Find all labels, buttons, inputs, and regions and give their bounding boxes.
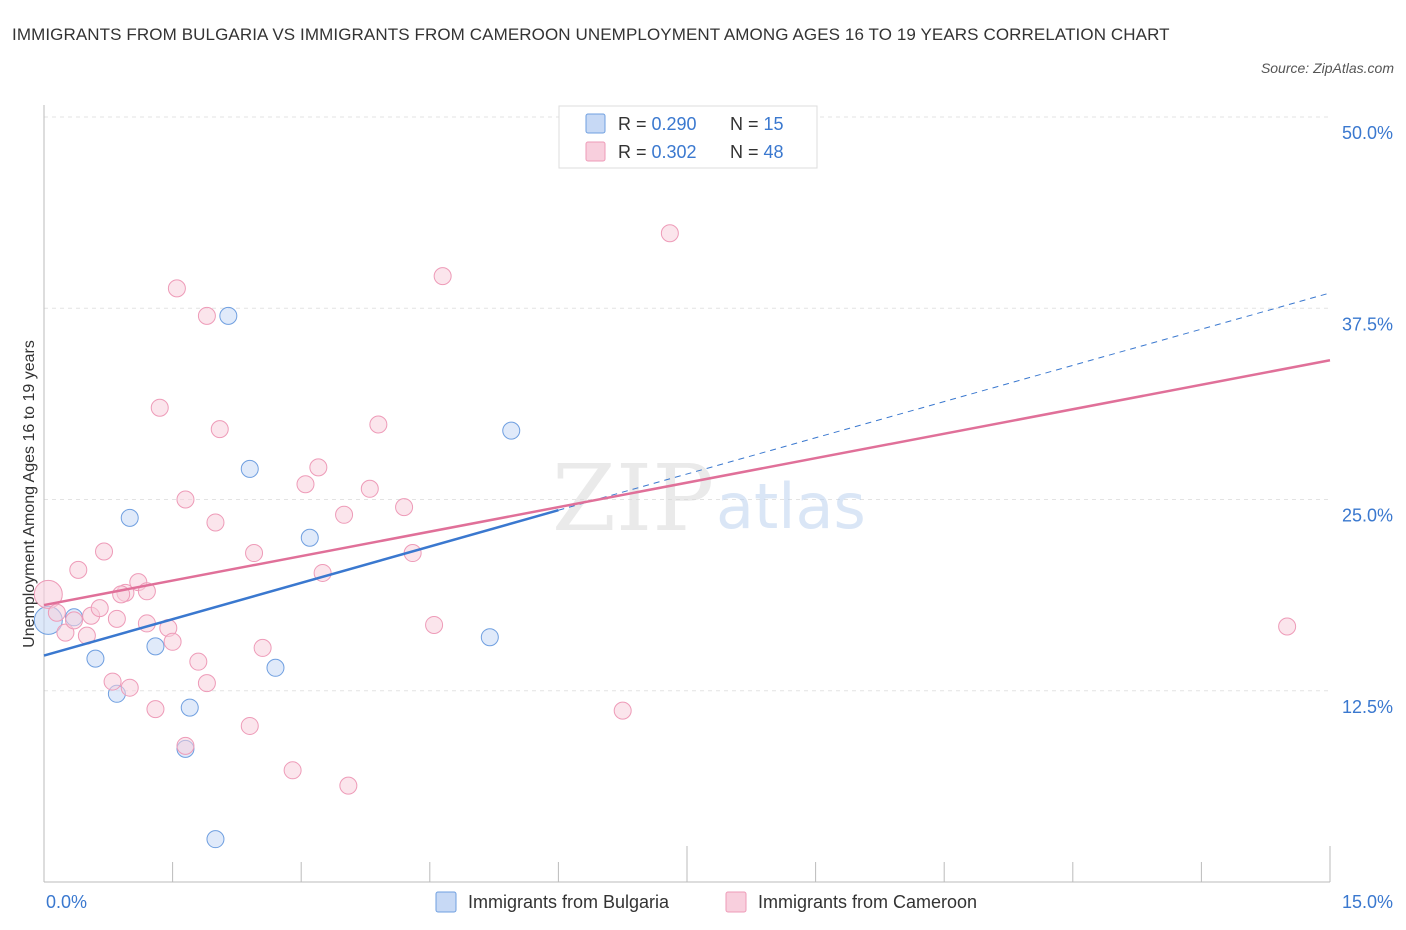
- point-cameroon: [309, 458, 328, 477]
- point-bulgaria: [300, 528, 319, 547]
- stats-n-label-cameroon: N =: [730, 142, 764, 162]
- series-legend: Immigrants from Bulgaria Immigrants from…: [435, 891, 977, 913]
- point-cameroon: [395, 498, 414, 517]
- svg-text:N = 15: N = 15: [730, 114, 784, 134]
- point-bulgaria: [219, 306, 238, 325]
- point-cameroon: [296, 475, 315, 494]
- point-cameroon: [335, 505, 354, 524]
- legend-swatch-cameroon[interactable]: [725, 891, 747, 913]
- point-cameroon: [339, 776, 358, 795]
- stats-r-label-bulgaria: R =: [618, 114, 652, 134]
- stats-n-value-cameroon: 48: [764, 142, 784, 162]
- trend-extension-bulgaria: [558, 292, 1331, 511]
- point-bulgaria: [480, 628, 499, 647]
- point-cameroon: [107, 609, 126, 628]
- y-tick-label: 50.0%: [1342, 123, 1393, 143]
- point-cameroon: [425, 615, 444, 634]
- point-bulgaria: [266, 658, 285, 677]
- point-cameroon: [47, 603, 66, 622]
- stats-n-value-bulgaria: 15: [764, 114, 784, 134]
- point-bulgaria: [146, 637, 165, 656]
- stats-swatch-cameroon: [585, 141, 606, 162]
- trend-line-cameroon: [43, 359, 1331, 607]
- stats-legend: R = 0.290 N = 15 R = 0.302 N = 48: [558, 105, 818, 169]
- stats-r-value-cameroon: 0.302: [652, 142, 697, 162]
- point-bulgaria: [120, 508, 139, 527]
- point-bulgaria: [180, 698, 199, 717]
- y-tick-label: 37.5%: [1342, 314, 1393, 334]
- point-cameroon: [167, 279, 186, 298]
- x-tick-label: 0.0%: [46, 892, 87, 912]
- point-cameroon: [189, 652, 208, 671]
- point-cameroon: [95, 542, 114, 561]
- point-cameroon: [433, 267, 452, 286]
- point-cameroon: [146, 700, 165, 719]
- svg-text:N = 48: N = 48: [730, 142, 784, 162]
- axes: [43, 105, 1331, 883]
- point-cameroon: [56, 623, 75, 642]
- chart-source: Source: ZipAtlas.com: [1260, 60, 1394, 76]
- legend-swatch-bulgaria[interactable]: [435, 891, 457, 913]
- point-cameroon: [360, 479, 379, 498]
- point-bulgaria: [86, 649, 105, 668]
- stats-r-value-bulgaria: 0.290: [652, 114, 697, 134]
- svg-text:R = 0.290: R = 0.290: [618, 114, 697, 134]
- stats-swatch-bulgaria: [585, 113, 606, 134]
- point-cameroon: [613, 701, 632, 720]
- point-cameroon: [176, 736, 195, 755]
- point-cameroon: [90, 599, 109, 618]
- point-cameroon: [103, 672, 122, 691]
- x-tick-label: 15.0%: [1342, 892, 1393, 912]
- trend-lines: [43, 292, 1331, 657]
- point-cameroon: [150, 398, 169, 417]
- point-bulgaria: [206, 830, 225, 849]
- point-cameroon: [660, 224, 679, 243]
- y-tick-label: 25.0%: [1342, 506, 1393, 526]
- point-cameroon: [210, 420, 229, 439]
- chart-title: IMMIGRANTS FROM BULGARIA VS IMMIGRANTS F…: [12, 25, 1170, 44]
- point-cameroon: [197, 306, 216, 325]
- legend-label-cameroon[interactable]: Immigrants from Cameroon: [758, 892, 977, 912]
- point-cameroon: [176, 490, 195, 509]
- point-cameroon: [65, 611, 84, 630]
- point-cameroon: [33, 579, 63, 609]
- watermark-zip: ZIP: [552, 445, 714, 552]
- point-cameroon: [163, 632, 182, 651]
- x-tick-labels: 0.0% 15.0%: [46, 892, 1393, 912]
- point-cameroon: [245, 544, 264, 563]
- watermark-atlas: atlas: [716, 470, 866, 543]
- point-cameroon: [369, 415, 388, 434]
- point-cameroon: [283, 761, 302, 780]
- point-cameroon: [240, 716, 259, 735]
- point-bulgaria: [240, 459, 259, 478]
- y-axis-label: Unemployment Among Ages 16 to 19 years: [21, 340, 38, 648]
- point-cameroon: [120, 678, 139, 697]
- point-cameroon: [69, 560, 88, 579]
- point-cameroon: [253, 638, 272, 657]
- trend-line-bulgaria: [43, 509, 559, 657]
- point-cameroon: [1278, 617, 1297, 636]
- y-tick-label: 12.5%: [1342, 697, 1393, 717]
- gridlines: [44, 116, 1330, 692]
- svg-text:R = 0.302: R = 0.302: [618, 142, 697, 162]
- point-cameroon: [197, 674, 216, 693]
- point-bulgaria: [502, 421, 521, 440]
- stats-r-label-cameroon: R =: [618, 142, 652, 162]
- legend-label-bulgaria[interactable]: Immigrants from Bulgaria: [468, 892, 670, 912]
- stats-n-label-bulgaria: N =: [730, 114, 764, 134]
- y-tick-labels: 12.5% 25.0% 37.5% 50.0%: [1342, 123, 1393, 717]
- point-cameroon: [206, 513, 225, 532]
